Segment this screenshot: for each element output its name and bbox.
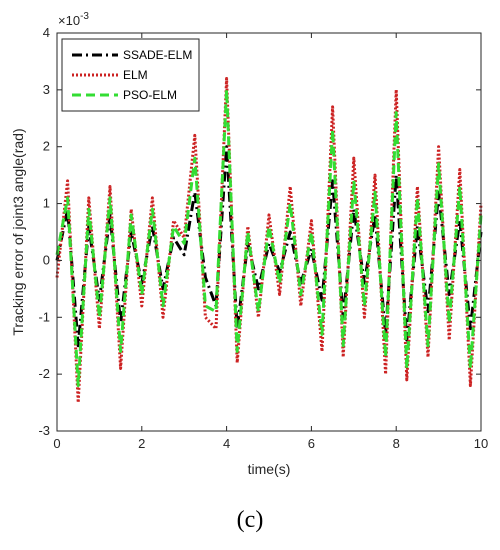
series-line-elm: [55, 76, 483, 405]
y-tick-label: 3: [43, 82, 50, 97]
legend-label-ssade-elm: SSADE-ELM: [123, 48, 192, 62]
series-line-ssade-elm: [55, 145, 483, 348]
x-tick-label: 10: [474, 436, 488, 451]
legend-label-elm: ELM: [123, 68, 148, 82]
plot-lines: [55, 76, 483, 405]
y-multiplier-base: ×10: [58, 13, 80, 28]
y-tick-label: 2: [43, 139, 50, 154]
axis-ticks: 0 2 4 6 8 10 -3 -2 -1 0 1 2 3 4: [38, 25, 488, 451]
y-multiplier: ×10-3: [58, 11, 89, 28]
legend: SSADE-ELM ELM PSO-ELM: [61, 38, 200, 112]
plot-frame: [56, 32, 482, 432]
y-tick-label: -1: [38, 309, 50, 324]
figure-caption: (c): [236, 507, 264, 533]
x-tick-label: 8: [393, 436, 400, 451]
y-tick-label: 4: [43, 25, 50, 40]
x-tick-label: 0: [53, 436, 60, 451]
y-multiplier-exponent: -3: [80, 11, 89, 22]
x-tick-label: 2: [138, 436, 145, 451]
y-tick-label: 0: [43, 252, 50, 267]
legend-label-pso-elm: PSO-ELM: [123, 88, 177, 102]
x-tick-label: 6: [308, 436, 315, 451]
x-axis-label: time(s): [248, 461, 291, 477]
y-axis-label: Tracking error of joint3 angle(rad): [10, 128, 26, 335]
x-tick-label: 4: [223, 436, 230, 451]
y-tick-label: -2: [38, 366, 50, 381]
y-tick-label: 1: [43, 196, 50, 211]
y-tick-label: -3: [38, 423, 50, 438]
